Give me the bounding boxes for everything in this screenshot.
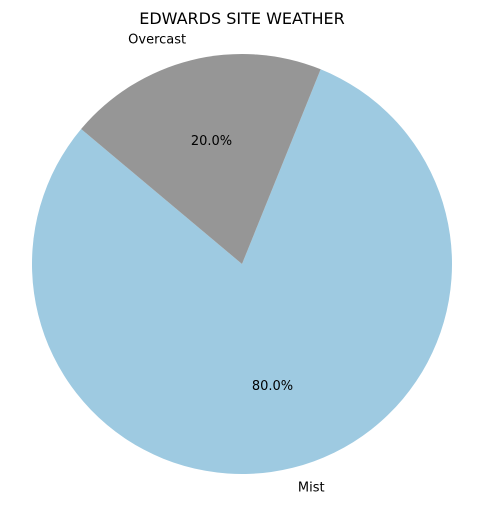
category-label-overcast: Overcast: [128, 32, 186, 47]
pie-labels: 80.0% Mist 20.0% Overcast: [128, 32, 324, 495]
pct-label-overcast: 20.0%: [191, 134, 232, 149]
pie-slice-overcast: [81, 53, 321, 265]
pie-slices: [31, 53, 452, 474]
category-label-mist: Mist: [298, 481, 325, 496]
chart-title: EDWARDS SITE WEATHER: [139, 9, 345, 28]
pct-label-mist: 80.0%: [252, 379, 293, 394]
pie-slice-mist: [31, 69, 452, 474]
